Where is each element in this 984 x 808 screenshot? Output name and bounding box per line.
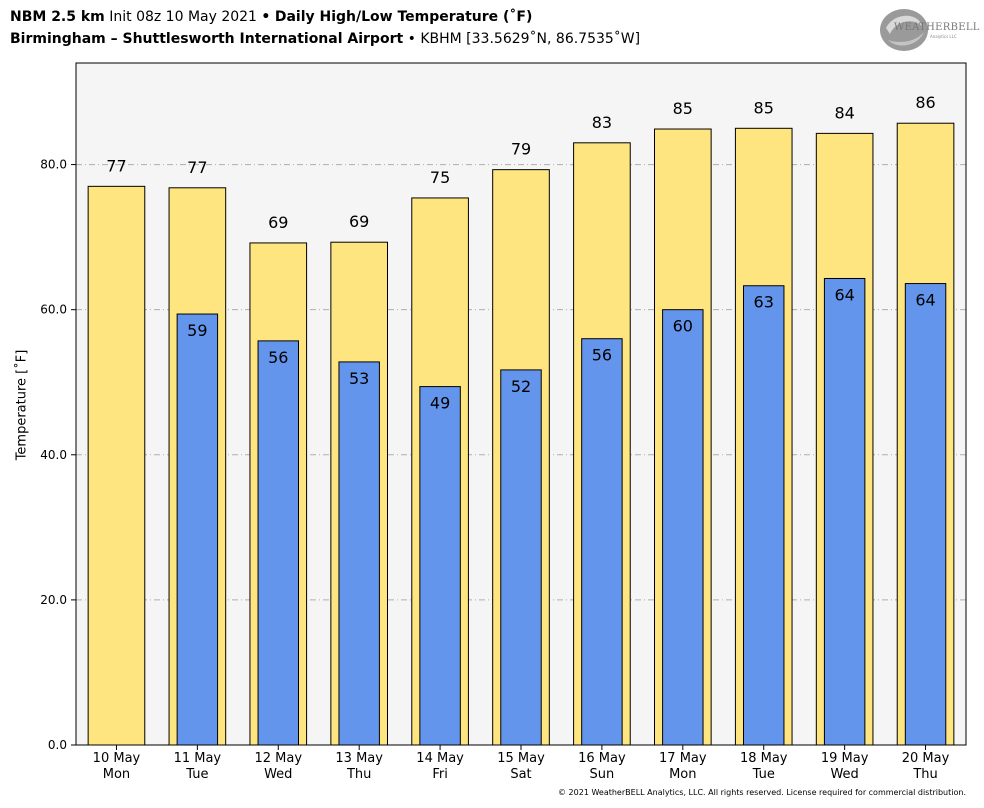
high-value-label: 77 bbox=[187, 158, 207, 177]
y-tick-label: 40.0 bbox=[40, 448, 67, 462]
x-tick-label-date: 19 May bbox=[821, 751, 869, 766]
low-value-label: 63 bbox=[754, 293, 774, 312]
low-value-label: 59 bbox=[187, 321, 207, 340]
model-name: NBM 2.5 km bbox=[10, 9, 105, 25]
chart-title: Daily High/Low Temperature (˚F) bbox=[274, 9, 533, 25]
x-tick-label-day: Sat bbox=[510, 767, 531, 782]
location-name: Birmingham – Shuttlesworth International… bbox=[10, 31, 404, 47]
x-tick-label-date: 20 May bbox=[902, 751, 950, 766]
header-separator: • bbox=[261, 9, 271, 25]
x-tick-label-day: Thu bbox=[346, 767, 371, 782]
x-tick-label-day: Tue bbox=[185, 767, 208, 782]
x-tick-label-date: 16 May bbox=[578, 751, 626, 766]
x-tick-label-date: 15 May bbox=[497, 751, 545, 766]
logo-text: WEATHERBELL bbox=[894, 22, 980, 33]
x-tick-label-day: Wed bbox=[830, 767, 858, 782]
y-tick-label: 60.0 bbox=[40, 303, 67, 317]
low-value-label: 56 bbox=[268, 348, 288, 367]
high-value-label: 84 bbox=[834, 103, 854, 122]
low-value-label: 52 bbox=[511, 377, 531, 396]
x-tick-label-date: 11 May bbox=[174, 751, 222, 766]
y-tick-label: 20.0 bbox=[40, 593, 67, 607]
low-value-label: 64 bbox=[915, 291, 935, 310]
high-value-label: 85 bbox=[754, 98, 774, 117]
x-tick-label-day: Sun bbox=[590, 767, 615, 782]
x-tick-label-date: 13 May bbox=[335, 751, 383, 766]
low-value-label: 49 bbox=[430, 394, 450, 413]
high-value-label: 83 bbox=[592, 113, 612, 132]
x-tick-label-date: 12 May bbox=[254, 751, 302, 766]
x-tick-label-day: Wed bbox=[264, 767, 292, 782]
low-value-label: 56 bbox=[592, 346, 612, 365]
low-bar bbox=[662, 309, 704, 746]
low-bar bbox=[904, 283, 947, 746]
low-bar bbox=[176, 313, 219, 746]
low-bar bbox=[419, 386, 461, 746]
x-tick-label-date: 18 May bbox=[740, 751, 788, 766]
x-tick-label-date: 14 May bbox=[416, 751, 464, 766]
chart-header: NBM 2.5 km Init 08z 10 May 2021 • Daily … bbox=[10, 6, 640, 50]
low-bar bbox=[823, 277, 866, 746]
x-tick-label-day: Tue bbox=[752, 767, 775, 782]
y-tick-label: 80.0 bbox=[40, 158, 67, 172]
high-value-label: 85 bbox=[673, 99, 693, 118]
high-bar bbox=[87, 185, 146, 746]
low-bar bbox=[500, 369, 542, 746]
station-info: KBHM [33.5629˚N, 86.7535˚W] bbox=[420, 31, 641, 47]
weatherbell-logo-icon bbox=[880, 9, 928, 51]
high-value-label: 69 bbox=[349, 212, 369, 231]
high-value-label: 77 bbox=[106, 156, 126, 175]
low-value-label: 53 bbox=[349, 369, 369, 388]
low-bar bbox=[257, 340, 299, 746]
init-time: Init 08z 10 May 2021 bbox=[109, 9, 257, 25]
x-tick-label-day: Mon bbox=[669, 767, 696, 782]
low-value-label: 60 bbox=[673, 317, 693, 336]
y-tick-label: 0.0 bbox=[48, 738, 67, 752]
logo-subtext: Analytics LLC bbox=[930, 34, 957, 39]
x-tick-label-date: 10 May bbox=[93, 751, 141, 766]
plot-frame bbox=[75, 62, 967, 746]
low-bar bbox=[338, 361, 380, 746]
high-value-label: 75 bbox=[430, 168, 450, 187]
x-tick-label-day: Thu bbox=[912, 767, 937, 782]
low-bar bbox=[581, 338, 623, 746]
high-value-label: 79 bbox=[511, 140, 531, 159]
high-value-label: 86 bbox=[915, 93, 935, 112]
x-tick-label-date: 17 May bbox=[659, 751, 707, 766]
header-separator-2: • bbox=[407, 31, 416, 47]
high-value-label: 69 bbox=[268, 213, 288, 232]
header-line-1: NBM 2.5 km Init 08z 10 May 2021 • Daily … bbox=[10, 6, 640, 28]
x-tick-label-day: Mon bbox=[103, 767, 130, 782]
x-tick-label-day: Fri bbox=[432, 767, 448, 782]
low-bar bbox=[743, 285, 785, 746]
header-line-2: Birmingham – Shuttlesworth International… bbox=[10, 28, 640, 50]
copyright-notice: © 2021 WeatherBELL Analytics, LLC. All r… bbox=[558, 788, 966, 797]
low-value-label: 64 bbox=[834, 285, 854, 304]
